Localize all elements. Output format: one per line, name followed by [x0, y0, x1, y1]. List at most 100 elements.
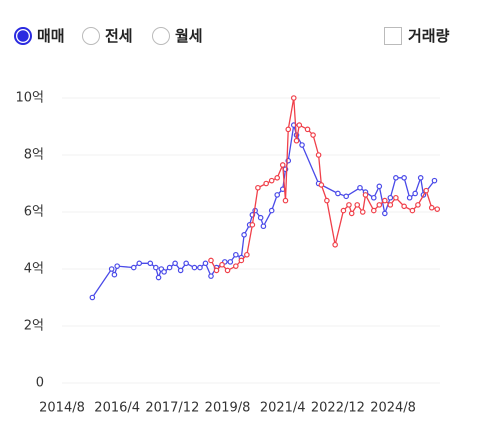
data-point — [241, 232, 247, 238]
radio-option[interactable]: 전세 — [82, 25, 133, 46]
data-point — [208, 273, 214, 279]
data-point — [260, 223, 267, 230]
data-point — [114, 263, 120, 269]
y-tick-label: 0 — [36, 376, 44, 391]
data-point — [197, 264, 203, 271]
radio-label[interactable]: 매매 — [37, 27, 65, 45]
data-point — [343, 193, 349, 200]
data-point — [208, 257, 214, 264]
radio-option[interactable]: 월세 — [152, 25, 203, 46]
data-point — [357, 184, 363, 191]
data-point — [244, 251, 250, 258]
data-point — [412, 190, 418, 197]
x-tick-label: 2022/12 — [311, 401, 365, 416]
x-tick-label: 2016/4 — [94, 401, 140, 416]
data-point — [393, 194, 399, 201]
data-point — [191, 264, 198, 271]
data-point — [233, 251, 239, 258]
data-point — [249, 222, 256, 228]
data-point — [376, 202, 383, 208]
data-point — [332, 241, 338, 248]
radio-button[interactable] — [82, 26, 100, 45]
data-point — [172, 260, 178, 267]
radio-label[interactable]: 월세 — [175, 27, 203, 45]
data-point — [89, 294, 96, 301]
data-point — [401, 175, 407, 181]
data-point — [285, 126, 292, 133]
checkbox-option[interactable]: 거래량 — [384, 25, 449, 46]
data-point — [219, 261, 225, 268]
radio-button[interactable] — [14, 26, 32, 45]
data-point — [257, 214, 264, 221]
data-point — [318, 182, 325, 188]
data-point — [340, 207, 347, 214]
data-point — [382, 197, 388, 204]
data-point — [161, 269, 167, 275]
data-point — [401, 203, 407, 210]
data-point — [268, 207, 275, 214]
data-point — [387, 202, 394, 208]
checkbox-label[interactable]: 거래량 — [408, 27, 450, 45]
data-point — [359, 209, 366, 215]
data-point — [268, 177, 275, 184]
data-point — [177, 267, 184, 274]
data-point — [387, 194, 394, 201]
data-point — [166, 264, 173, 271]
data-point — [335, 190, 341, 197]
data-point — [233, 263, 239, 269]
data-point — [224, 267, 231, 274]
data-point — [147, 260, 154, 267]
checkbox[interactable] — [384, 26, 402, 45]
data-point — [279, 162, 286, 168]
data-point — [409, 207, 416, 214]
data-point — [227, 259, 234, 265]
radio-button[interactable] — [152, 26, 170, 45]
data-point — [153, 264, 159, 271]
data-point — [315, 152, 322, 158]
data-point — [108, 266, 115, 272]
data-point — [376, 183, 383, 190]
y-tick-label: 2억 — [24, 319, 44, 334]
data-point — [274, 192, 281, 198]
data-point — [428, 204, 435, 211]
x-tick-label: 2019/8 — [205, 401, 251, 416]
data-point — [370, 207, 377, 214]
data-point — [290, 95, 297, 101]
data-point — [346, 202, 352, 208]
data-point — [183, 260, 189, 267]
data-point — [202, 260, 209, 267]
data-point — [348, 210, 355, 217]
data-point — [263, 180, 269, 187]
x-tick-label: 2017/12 — [145, 401, 199, 416]
data-point — [155, 274, 162, 281]
radio-option[interactable]: 매매 — [14, 25, 65, 46]
series-line — [210, 97, 438, 272]
data-point — [431, 177, 438, 184]
data-point — [304, 126, 311, 133]
data-point — [136, 260, 143, 267]
x-tick-label: 2024/8 — [370, 401, 416, 416]
data-point — [324, 197, 330, 204]
x-tick-label: 2014/8 — [39, 401, 85, 416]
radio-label[interactable]: 전세 — [105, 27, 133, 45]
data-point — [354, 202, 361, 208]
data-point — [362, 192, 369, 198]
y-tick-label: 6억 — [24, 205, 44, 220]
y-tick-label: 10억 — [15, 91, 44, 106]
data-point — [255, 184, 261, 191]
controls: 매매 전세 월세 거래량 — [0, 0, 483, 70]
data-point — [310, 132, 316, 138]
data-point — [423, 187, 430, 194]
data-point — [406, 194, 413, 201]
y-tick-label: 4억 — [24, 262, 44, 277]
data-point — [417, 175, 424, 181]
data-point — [130, 264, 137, 271]
data-point — [434, 206, 441, 212]
data-point — [370, 194, 377, 201]
data-point — [415, 202, 421, 208]
data-point — [299, 142, 305, 148]
data-point — [238, 257, 245, 264]
data-point — [293, 137, 300, 144]
